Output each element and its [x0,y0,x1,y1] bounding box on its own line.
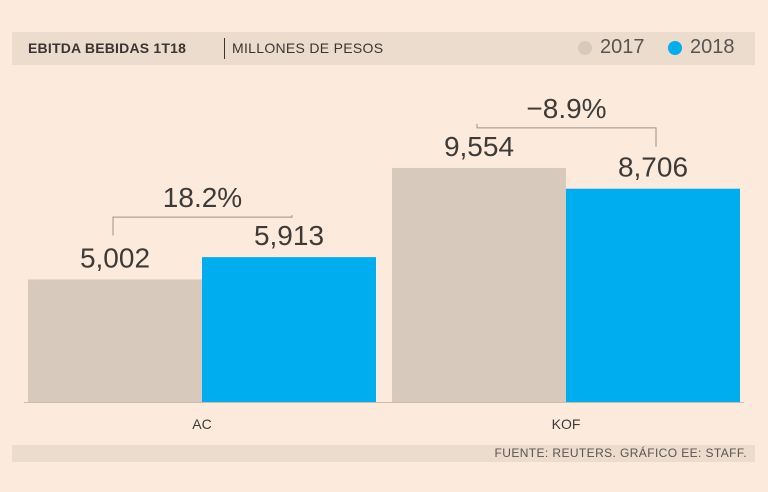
bar-ac-2017 [28,279,202,402]
change-label-kof: −8.9% [526,93,606,124]
legend-dot-2017 [578,41,592,55]
value-label-kof-2017: 9,554 [444,131,514,162]
source-note: FUENTE: REUTERS. GRÁFICO EE: STAFF. [494,446,747,460]
value-label-ac-2018: 5,913 [254,220,324,251]
title-separator [224,38,225,59]
legend-dot-2018 [668,41,682,55]
category-label-kof: KOF [552,416,581,432]
chart-subtitle: MILLONES DE PESOS [232,40,384,56]
value-label-kof-2018: 8,706 [618,152,688,183]
change-bracket-kof [476,123,657,147]
bar-kof-2018 [566,188,740,402]
legend-label-2017: 2017 [600,36,645,58]
chart-footer: FUENTE: REUTERS. GRÁFICO EE: STAFF. [12,445,755,462]
category-label-ac: AC [192,416,211,432]
chart-title: EBITDA BEBIDAS 1T18 [28,40,187,56]
bar-kof-2017 [392,167,566,402]
legend-label-2018: 2018 [690,36,735,58]
change-bracket-ac [112,215,293,236]
bar-ac-2018 [202,257,376,402]
value-label-ac-2017: 5,002 [80,242,150,273]
chart-header: EBITDA BEBIDAS 1T18 MILLONES DE PESOS 20… [12,32,755,65]
change-label-ac: 18.2% [163,182,242,213]
